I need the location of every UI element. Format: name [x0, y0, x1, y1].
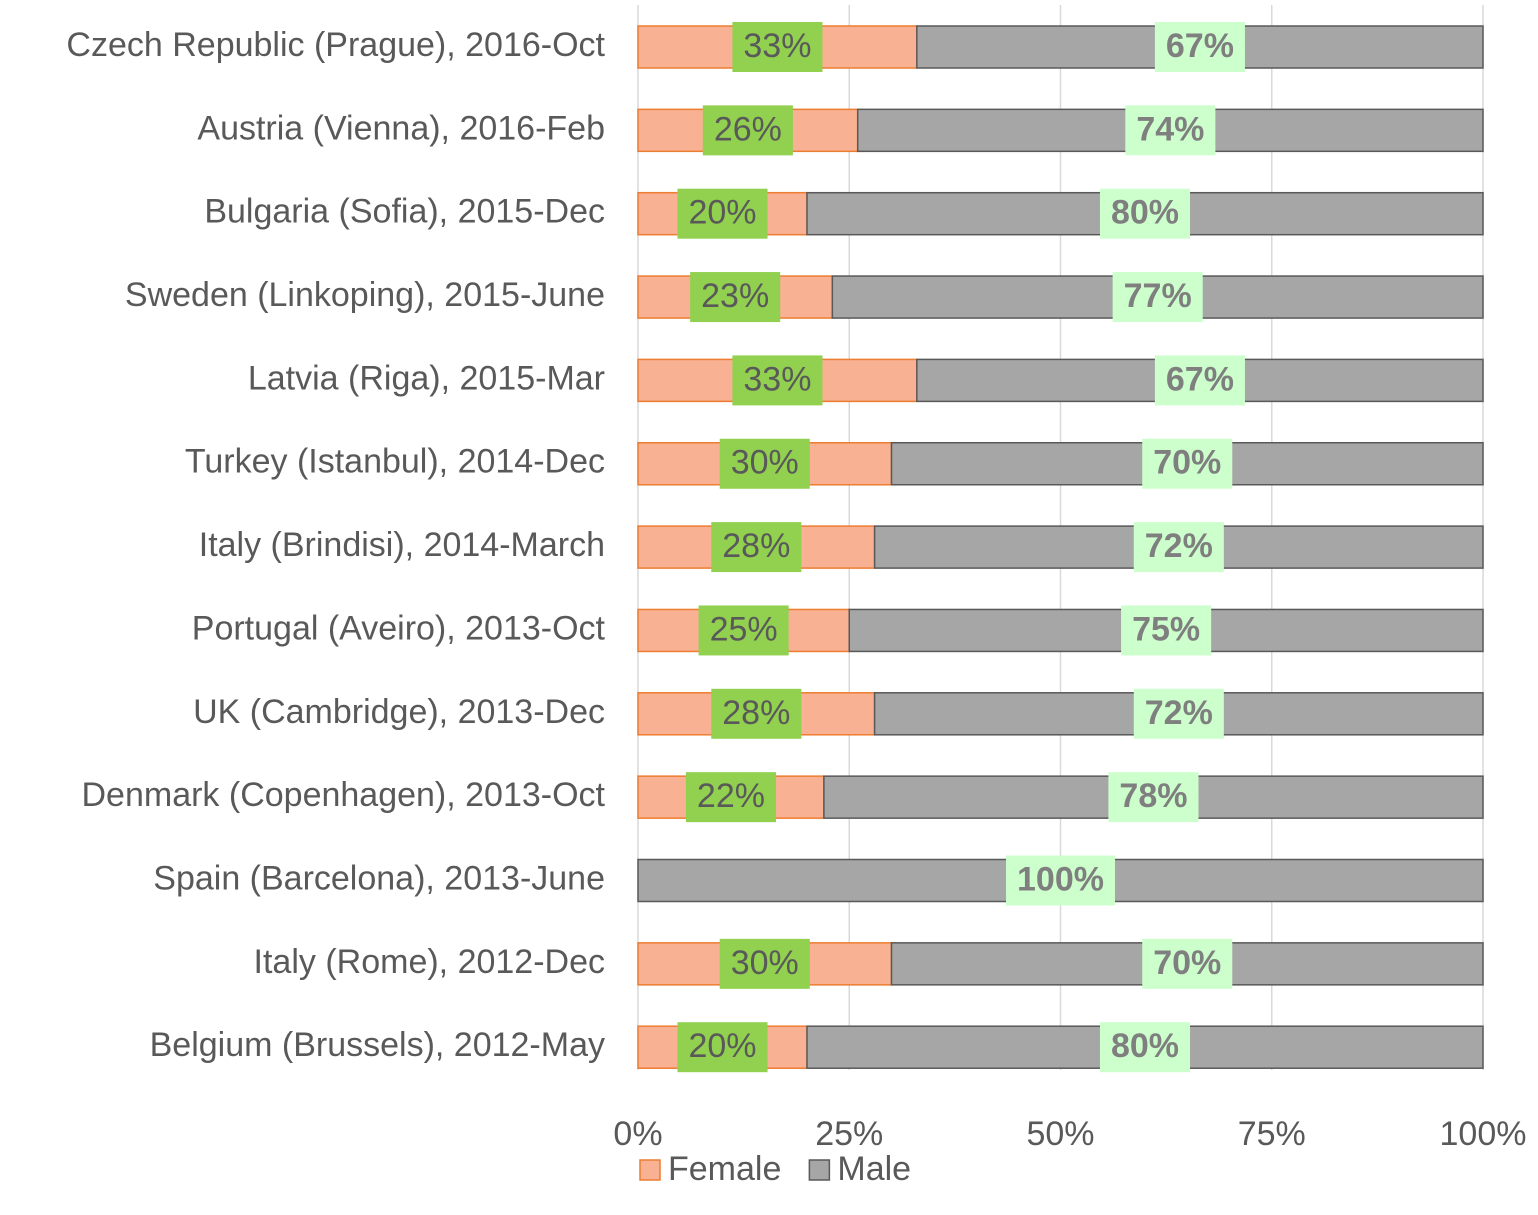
- data-label: 75%: [1121, 605, 1212, 656]
- data-label-text: 70%: [1153, 444, 1221, 482]
- data-label-box: [677, 1022, 768, 1073]
- data-label-text: 70%: [1153, 944, 1221, 982]
- data-label-box: [719, 938, 810, 989]
- y-tick-label: Italy (Rome), 2012-Dec: [254, 943, 605, 981]
- data-label-text: 72%: [1145, 527, 1213, 565]
- data-label: 22%: [685, 772, 776, 823]
- data-label-box: [1112, 272, 1203, 323]
- data-label-box: [1133, 688, 1224, 739]
- legend-swatch: [639, 1159, 661, 1181]
- data-label-text: 67%: [1166, 27, 1234, 65]
- y-tick-label: Czech Republic (Prague), 2016-Oct: [66, 26, 605, 64]
- data-label: 33%: [732, 355, 823, 406]
- data-label-box: [690, 272, 781, 323]
- data-label-text: 80%: [1111, 194, 1179, 232]
- data-label: 77%: [1112, 272, 1203, 323]
- data-label-box: [1108, 772, 1199, 823]
- legend-label: Male: [837, 1150, 911, 1188]
- y-tick-label: Turkey (Istanbul), 2014-Dec: [185, 443, 605, 481]
- data-label-box: [711, 522, 802, 573]
- data-label: 26%: [702, 105, 793, 156]
- data-label-text: 77%: [1124, 277, 1192, 315]
- data-label-box: [732, 355, 823, 406]
- y-tick-label: Sweden (Linkoping), 2015-June: [125, 276, 605, 314]
- y-tick-label: Italy (Brindisi), 2014-March: [199, 526, 605, 564]
- data-label: 20%: [677, 1022, 768, 1073]
- data-label-box: [732, 22, 823, 72]
- data-label: 80%: [1099, 1022, 1191, 1073]
- data-label-box: [685, 772, 776, 823]
- data-label: 67%: [1154, 355, 1245, 406]
- x-tick-label: 50%: [1026, 1115, 1094, 1153]
- data-label-box: [1121, 605, 1212, 656]
- data-label: 30%: [719, 438, 810, 489]
- data-label-box: [719, 438, 810, 489]
- data-label-text: 33%: [743, 360, 811, 398]
- y-tick-label: UK (Cambridge), 2013-Dec: [193, 693, 605, 731]
- legend-swatch: [808, 1159, 831, 1181]
- data-label-text: 75%: [1132, 610, 1200, 648]
- data-label-box: [711, 688, 802, 739]
- data-label-text: 23%: [701, 277, 769, 315]
- data-label-text: 67%: [1166, 360, 1234, 398]
- data-label-box: [1142, 438, 1233, 489]
- data-label-box: [1154, 22, 1245, 72]
- data-label-text: 30%: [731, 944, 799, 982]
- y-tick-label: Austria (Vienna), 2016-Feb: [197, 109, 605, 147]
- data-label-text: 30%: [731, 444, 799, 482]
- y-tick-label: Spain (Barcelona), 2013-June: [153, 859, 605, 897]
- data-label-text: 25%: [710, 610, 778, 648]
- data-label: 78%: [1108, 772, 1199, 823]
- y-tick-label: Portugal (Aveiro), 2013-Oct: [192, 609, 606, 647]
- data-label: 28%: [711, 688, 802, 739]
- x-tick-label: 0%: [613, 1115, 662, 1153]
- data-label-text: 100%: [1017, 860, 1104, 898]
- data-label: 25%: [698, 605, 789, 656]
- data-label: 72%: [1133, 522, 1224, 573]
- data-label-text: 80%: [1111, 1027, 1179, 1065]
- data-label: 23%: [690, 272, 781, 323]
- data-label: 74%: [1125, 105, 1216, 156]
- x-tick-label: 75%: [1238, 1115, 1306, 1153]
- data-label: 30%: [719, 938, 810, 989]
- data-label: 100%: [1006, 855, 1115, 906]
- data-label: 70%: [1142, 938, 1233, 989]
- y-tick-label: Latvia (Riga), 2015-Mar: [248, 359, 605, 397]
- data-label-text: 22%: [697, 777, 765, 815]
- data-label: 28%: [711, 522, 802, 573]
- data-label-text: 74%: [1136, 110, 1204, 148]
- data-label-box: [1099, 1022, 1191, 1073]
- x-tick-label: 100%: [1440, 1115, 1527, 1153]
- data-label-text: 28%: [722, 527, 790, 565]
- data-label-box: [698, 605, 789, 656]
- y-tick-label: Belgium (Brussels), 2012-May: [150, 1026, 605, 1064]
- data-label-text: 78%: [1119, 777, 1187, 815]
- data-label-box: [1142, 938, 1233, 989]
- data-label-text: 26%: [714, 110, 782, 148]
- data-label-box: [1154, 355, 1245, 406]
- data-label-box: [1133, 522, 1224, 573]
- data-label-text: 20%: [688, 1027, 756, 1065]
- data-label: 80%: [1099, 188, 1191, 239]
- y-tick-label: Bulgaria (Sofia), 2015-Dec: [204, 193, 605, 231]
- legend-label: Female: [668, 1150, 781, 1188]
- data-label: 70%: [1142, 438, 1233, 489]
- data-label: 67%: [1154, 22, 1245, 72]
- data-label-box: [1006, 855, 1115, 906]
- data-label: 33%: [732, 22, 823, 72]
- data-label-box: [1099, 188, 1191, 239]
- y-tick-label: Denmark (Copenhagen), 2013-Oct: [82, 776, 606, 814]
- data-label-text: 28%: [722, 694, 790, 732]
- x-tick-label: 25%: [815, 1115, 883, 1153]
- data-label: 20%: [677, 188, 768, 239]
- data-label-box: [1125, 105, 1216, 156]
- data-label-text: 33%: [743, 27, 811, 65]
- data-label-box: [677, 188, 768, 239]
- data-label-text: 72%: [1145, 694, 1213, 732]
- data-label-text: 20%: [688, 194, 756, 232]
- data-label: 72%: [1133, 688, 1224, 739]
- data-label-box: [702, 105, 793, 156]
